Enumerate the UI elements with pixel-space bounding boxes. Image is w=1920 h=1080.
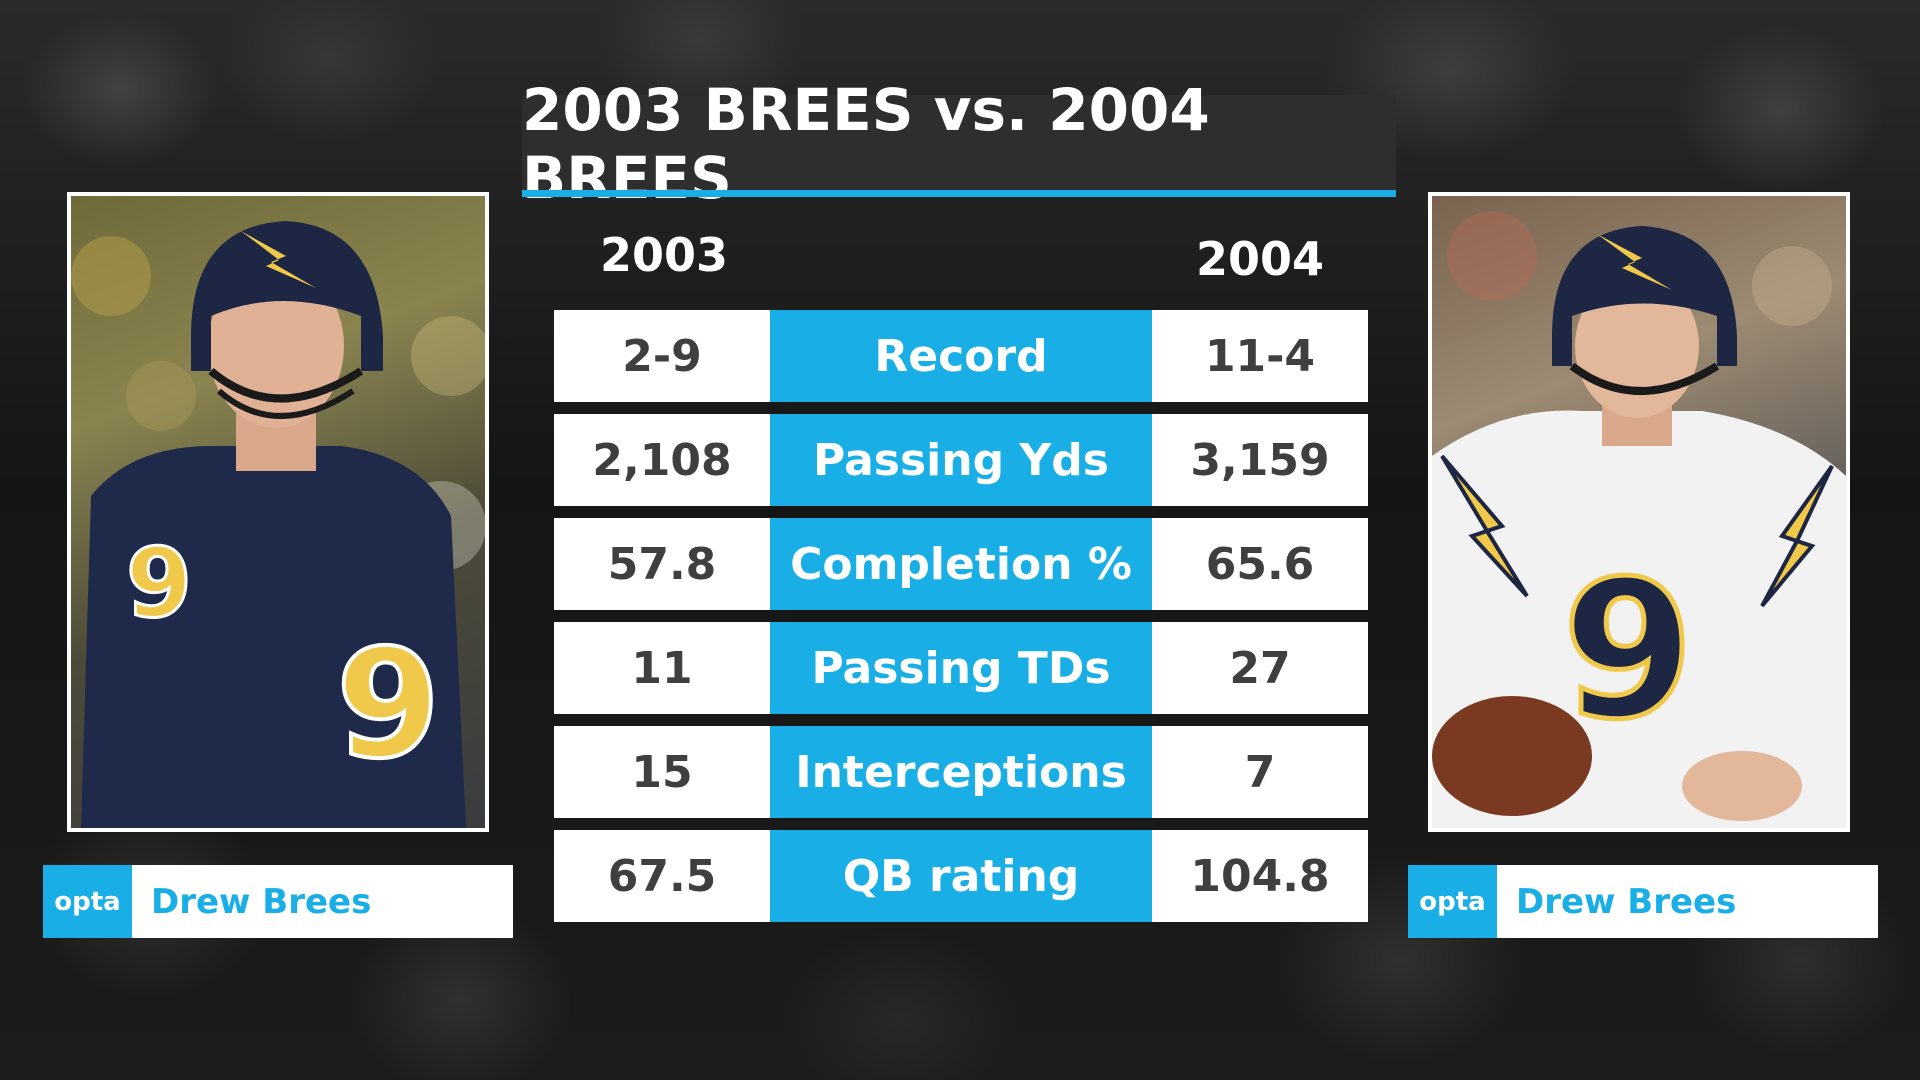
- left-player-caption: opta Drew Brees: [43, 865, 513, 938]
- stat-row-passing-yds: 2,108 Passing Yds 3,159: [554, 414, 1368, 506]
- stat-label: Completion %: [770, 518, 1152, 610]
- stat-right-value: 27: [1152, 622, 1368, 714]
- jersey-number: 9: [126, 529, 192, 639]
- page-title: 2003 BREES vs. 2004 BREES: [522, 75, 1210, 212]
- left-player-photo: 9 9: [67, 192, 489, 832]
- player-name: Drew Brees: [132, 865, 513, 938]
- stat-right-value: 3,159: [1152, 414, 1368, 506]
- stat-row-record: 2-9 Record 11-4: [554, 310, 1368, 402]
- stat-right-value: 7: [1152, 726, 1368, 818]
- svg-text:9: 9: [336, 618, 440, 792]
- stats-table: 2-9 Record 11-4 2,108 Passing Yds 3,159 …: [554, 310, 1368, 934]
- stat-right-value: 11-4: [1152, 310, 1368, 402]
- stat-row-completion: 57.8 Completion % 65.6: [554, 518, 1368, 610]
- stat-left-value: 11: [554, 622, 770, 714]
- stat-left-value: 2-9: [554, 310, 770, 402]
- title-banner: 2003 BREES vs. 2004 BREES: [522, 76, 1396, 212]
- stat-left-value: 67.5: [554, 830, 770, 922]
- stat-left-value: 15: [554, 726, 770, 818]
- stat-row-qb-rating: 67.5 QB rating 104.8: [554, 830, 1368, 922]
- stat-label: Passing TDs: [770, 622, 1152, 714]
- right-player-photo: 9: [1428, 192, 1850, 832]
- stat-left-value: 57.8: [554, 518, 770, 610]
- title-underline: [522, 190, 1396, 197]
- jersey-number: 9: [1562, 540, 1694, 761]
- stat-label: QB rating: [770, 830, 1152, 922]
- player-illustration: 9: [1432, 211, 1846, 828]
- opta-logo: opta: [1408, 865, 1497, 938]
- left-year-label: 2003: [599, 228, 729, 282]
- right-player-caption: opta Drew Brees: [1408, 865, 1878, 938]
- stat-row-interceptions: 15 Interceptions 7: [554, 726, 1368, 818]
- stat-row-passing-tds: 11 Passing TDs 27: [554, 622, 1368, 714]
- player-name: Drew Brees: [1497, 865, 1878, 938]
- player-illustration: 9 9: [71, 221, 485, 828]
- stat-label: Interceptions: [770, 726, 1152, 818]
- right-year-label: 2004: [1195, 232, 1325, 286]
- player-image: 9 9: [71, 196, 485, 828]
- stat-right-value: 104.8: [1152, 830, 1368, 922]
- stat-label: Record: [770, 310, 1152, 402]
- stat-right-value: 65.6: [1152, 518, 1368, 610]
- player-image: 9: [1432, 196, 1846, 828]
- stat-label: Passing Yds: [770, 414, 1152, 506]
- opta-logo: opta: [43, 865, 132, 938]
- stat-left-value: 2,108: [554, 414, 770, 506]
